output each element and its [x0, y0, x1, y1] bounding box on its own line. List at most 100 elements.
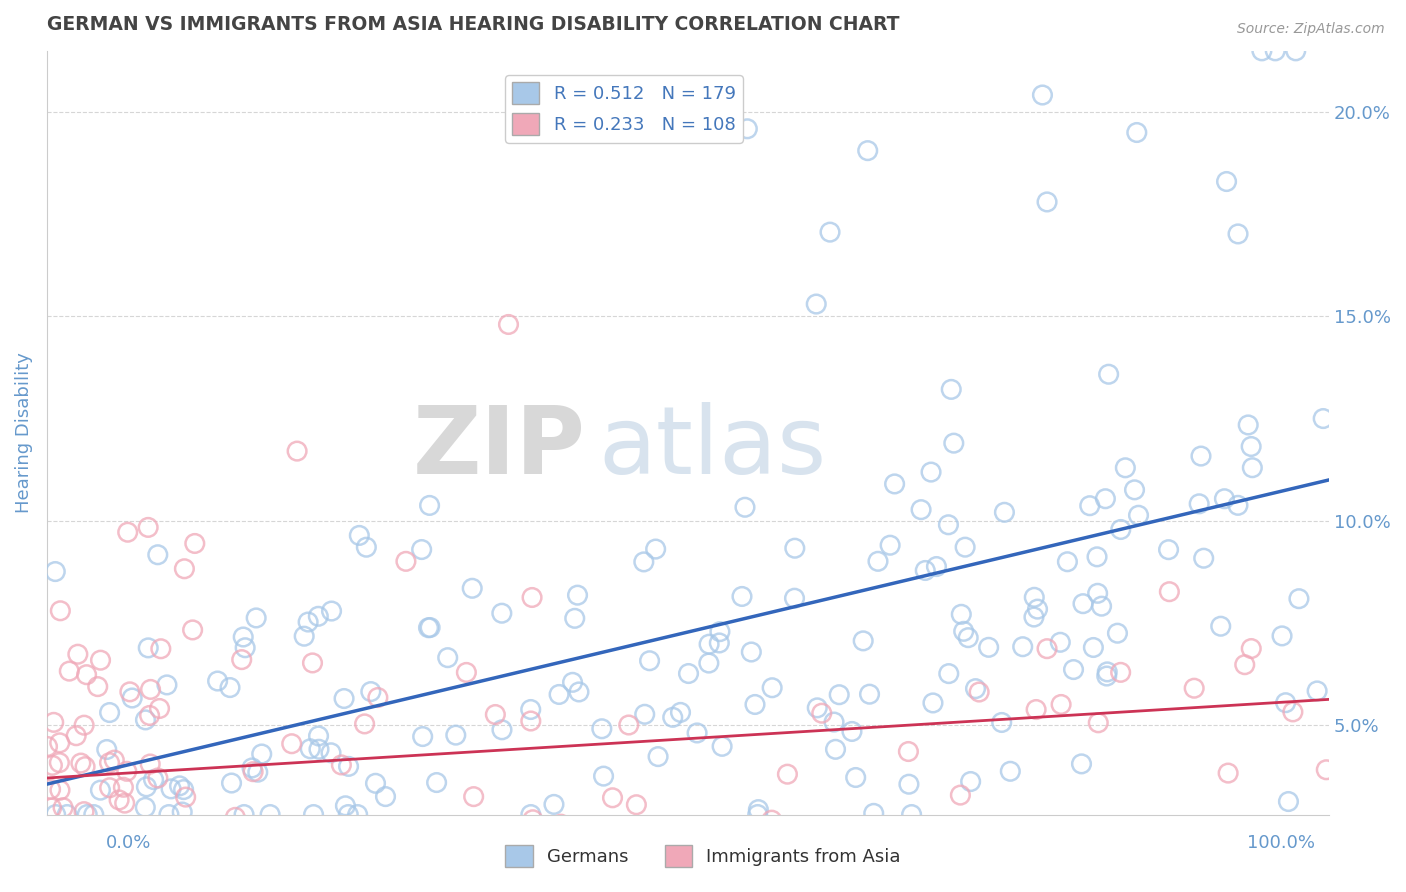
Point	[302, 807, 325, 822]
Point	[174, 790, 197, 805]
Point	[647, 749, 669, 764]
Point	[231, 652, 253, 666]
Point	[319, 746, 342, 760]
Point	[66, 647, 89, 661]
Point	[299, 741, 322, 756]
Point	[568, 685, 591, 699]
Point	[98, 756, 121, 770]
Point	[852, 633, 875, 648]
Point	[181, 623, 204, 637]
Point	[1114, 460, 1136, 475]
Point	[1024, 591, 1046, 605]
Point	[418, 621, 440, 635]
Point	[484, 707, 506, 722]
Point	[957, 631, 980, 645]
Point	[49, 783, 72, 797]
Point	[519, 702, 541, 716]
Point	[169, 779, 191, 793]
Point	[242, 764, 264, 779]
Point	[1095, 669, 1118, 683]
Point	[617, 718, 640, 732]
Point	[330, 758, 353, 772]
Point	[731, 590, 754, 604]
Point	[491, 723, 513, 737]
Point	[240, 761, 263, 775]
Point	[165, 871, 187, 886]
Point	[39, 782, 62, 797]
Point	[744, 698, 766, 712]
Point	[1090, 599, 1112, 614]
Point	[634, 707, 657, 722]
Point	[783, 541, 806, 556]
Point	[776, 767, 799, 781]
Point	[146, 548, 169, 562]
Point	[148, 701, 170, 715]
Point	[761, 813, 783, 827]
Point	[818, 225, 841, 239]
Point	[56, 807, 79, 822]
Point	[1277, 795, 1299, 809]
Point	[48, 756, 70, 770]
Point	[1188, 497, 1211, 511]
Point	[307, 609, 329, 624]
Point	[1159, 584, 1181, 599]
Point	[1241, 460, 1264, 475]
Point	[264, 819, 287, 833]
Point	[333, 691, 356, 706]
Point	[245, 611, 267, 625]
Point	[346, 807, 368, 822]
Point	[139, 682, 162, 697]
Point	[550, 817, 572, 831]
Point	[89, 783, 111, 797]
Point	[90, 653, 112, 667]
Point	[76, 667, 98, 681]
Point	[942, 436, 965, 450]
Point	[498, 318, 520, 332]
Point	[250, 747, 273, 761]
Point	[897, 745, 920, 759]
Point	[335, 798, 357, 813]
Point	[436, 650, 458, 665]
Point	[865, 835, 887, 849]
Point	[184, 536, 207, 550]
Text: Source: ZipAtlas.com: Source: ZipAtlas.com	[1237, 22, 1385, 37]
Point	[134, 800, 156, 814]
Point	[121, 691, 143, 706]
Point	[246, 765, 269, 780]
Point	[149, 641, 172, 656]
Point	[592, 769, 614, 783]
Point	[280, 737, 302, 751]
Point	[134, 713, 156, 727]
Point	[761, 681, 783, 695]
Point	[160, 781, 183, 796]
Point	[1109, 523, 1132, 537]
Point	[337, 807, 360, 822]
Point	[411, 542, 433, 557]
Point	[678, 666, 700, 681]
Point	[1025, 702, 1047, 716]
Point	[224, 810, 246, 824]
Point	[1233, 657, 1256, 672]
Point	[938, 666, 960, 681]
Point	[463, 789, 485, 804]
Point	[353, 717, 375, 731]
Point	[828, 688, 851, 702]
Point	[1097, 665, 1119, 679]
Point	[806, 297, 828, 311]
Point	[156, 678, 179, 692]
Legend: R = 0.512   N = 179, R = 0.233   N = 108: R = 0.512 N = 179, R = 0.233 N = 108	[505, 75, 742, 143]
Point	[1049, 635, 1071, 649]
Point	[897, 777, 920, 791]
Point	[1157, 542, 1180, 557]
Point	[70, 844, 93, 858]
Point	[285, 444, 308, 458]
Point	[1031, 88, 1053, 103]
Point	[412, 730, 434, 744]
Point	[1070, 756, 1092, 771]
Point	[602, 790, 624, 805]
Point	[1050, 698, 1073, 712]
Point	[914, 564, 936, 578]
Point	[1107, 626, 1129, 640]
Point	[67, 822, 90, 837]
Point	[967, 685, 990, 699]
